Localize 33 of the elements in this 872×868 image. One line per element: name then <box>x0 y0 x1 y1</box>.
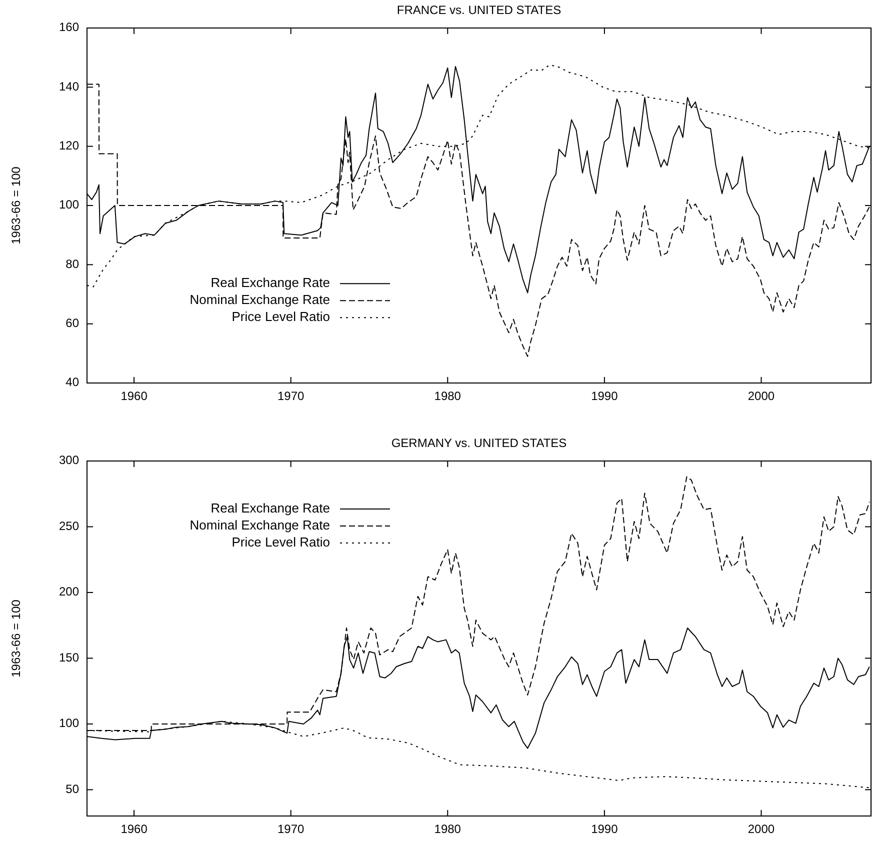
y-tick-label: 100 <box>58 716 80 730</box>
y-tick-label: 150 <box>58 650 80 664</box>
chart-title: GERMANY vs. UNITED STATES <box>391 436 567 450</box>
y-tick-label: 50 <box>66 782 80 796</box>
x-tick-label: 1990 <box>591 389 618 403</box>
y-tick-label: 60 <box>66 316 80 330</box>
x-tick-label: 1970 <box>277 389 305 403</box>
y-tick-label: 120 <box>58 138 80 153</box>
x-tick-label: 1960 <box>120 389 148 403</box>
y-tick-label: 300 <box>58 453 80 468</box>
x-tick-label: 1960 <box>120 822 148 836</box>
y-tick-label: 100 <box>58 198 80 212</box>
legend-label: Price Level Ratio <box>232 534 330 550</box>
legend-label: Nominal Exchange Rate <box>190 292 330 308</box>
legend-label: Real Exchange Rate <box>210 275 330 290</box>
x-tick-label: 1970 <box>277 822 305 836</box>
legend-label: Nominal Exchange Rate <box>190 517 330 532</box>
x-tick-label: 1980 <box>434 822 462 836</box>
legend-label: Real Exchange Rate <box>210 500 330 516</box>
y-tick-label: 40 <box>66 375 80 390</box>
x-tick-label: 2000 <box>748 389 775 403</box>
y-axis-title: 1963-66 = 100 <box>9 599 23 678</box>
chart-title: FRANCE vs. UNITED STATES <box>396 3 562 17</box>
y-tick-label: 250 <box>58 518 80 533</box>
y-tick-label: 200 <box>58 584 80 599</box>
y-axis-title: 1963-66 = 100 <box>9 166 23 244</box>
x-tick-label: 1980 <box>434 389 462 403</box>
y-tick-label: 160 <box>58 20 80 34</box>
legend-label: Price Level Ratio <box>232 309 330 324</box>
y-tick-label: 140 <box>58 79 80 94</box>
x-tick-label: 2000 <box>748 822 775 836</box>
y-tick-label: 80 <box>66 256 80 271</box>
x-tick-label: 1990 <box>591 822 618 836</box>
